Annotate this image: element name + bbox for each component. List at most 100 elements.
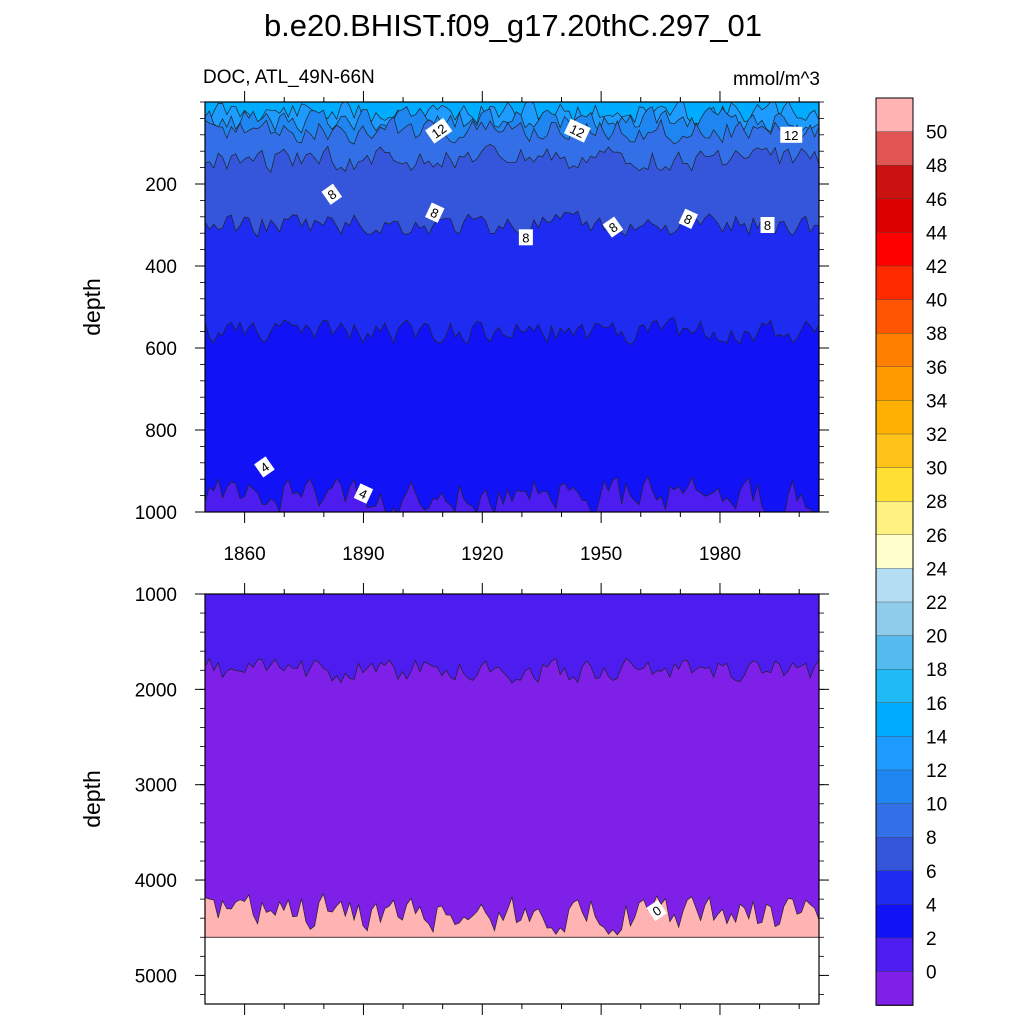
upper-contour-line-12 (205, 116, 819, 145)
colorbar-swatch (875, 400, 914, 435)
colorbar-swatch (875, 433, 914, 469)
colorbar-tick-label: 2 (926, 929, 937, 950)
upper-y-tick-label: 1000 (135, 503, 177, 524)
upper-contour-label-text: 8 (522, 230, 529, 245)
colorbar-tick-label: 12 (926, 761, 947, 782)
colorbar-swatch (875, 601, 914, 637)
colorbar-swatch (875, 198, 914, 234)
colorbar-tick-label: 22 (926, 593, 947, 614)
colorbar-tick-label: 0 (926, 963, 937, 984)
colorbar-swatch (875, 467, 914, 502)
lower-y-tick-label: 2000 (135, 680, 177, 701)
colorbar-swatch (875, 870, 914, 905)
colorbar-swatch (875, 837, 914, 872)
lower-y-tick-label: 3000 (135, 776, 177, 797)
colorbar-swatch (875, 971, 914, 1006)
upper-contour-label: 12 (425, 117, 453, 144)
lower-contour-line-2 (205, 657, 819, 684)
colorbar-tick-label: 26 (926, 526, 947, 547)
upper-x-tick-label: 1920 (461, 544, 503, 565)
colorbar-tick-label: 44 (926, 223, 948, 244)
colorbar-frame (875, 97, 914, 1006)
colorbar-swatch (875, 131, 914, 166)
upper-y-tick-label: 600 (145, 339, 177, 360)
colorbar-swatch (875, 669, 914, 704)
upper-contour-label: 12 (780, 126, 803, 143)
colorbar-swatch (875, 769, 914, 805)
upper-y-tick-label: 400 (145, 257, 177, 278)
colorbar-swatch (875, 702, 914, 737)
colorbar-tick-label: 4 (926, 895, 937, 916)
colorbar-swatch (875, 803, 914, 838)
lower-seafloor-mask (205, 937, 819, 1004)
colorbar-tick-label: 42 (926, 257, 947, 278)
lower-contour-label: 0 (646, 899, 667, 922)
lower-y-tick-label: 1000 (135, 585, 177, 606)
upper-x-tick-label: 1860 (223, 544, 265, 565)
colorbar-tick-label: 38 (926, 324, 947, 345)
upper-y-tick-label: 200 (145, 175, 177, 196)
colorbar-swatch (875, 534, 914, 569)
upper-y-axis-label: depth (79, 278, 105, 336)
upper-panel: 12 12 12 8 8 8 8 8 8 4 4 200 400 600 800 1000 1860 1890 1… (79, 91, 829, 565)
colorbar-tick-label: 8 (926, 828, 937, 849)
upper-contour-label: 8 (602, 216, 624, 238)
colorbar-swatch (875, 97, 914, 133)
upper-y-tick-label: 800 (145, 421, 177, 442)
colorbar-tick-label: 30 (926, 459, 947, 480)
upper-contour-line-8 (205, 210, 819, 238)
colorbar-swatch (875, 333, 914, 368)
colorbar-tick-label: 34 (926, 391, 948, 412)
colorbar-tick-label: 40 (926, 291, 947, 312)
colorbar-swatch (875, 299, 914, 334)
colorbar-tick-label: 32 (926, 425, 947, 446)
colorbar-swatch (875, 904, 914, 939)
colorbar-swatch (875, 736, 914, 771)
colorbar-tick-label: 18 (926, 660, 947, 681)
colorbar-tick-label: 48 (926, 156, 947, 177)
lower-y-tick-label: 4000 (135, 871, 177, 892)
upper-contour-label: 12 (564, 118, 591, 143)
colorbar-swatch (875, 366, 914, 401)
upper-contour-label: 8 (760, 217, 775, 233)
upper-contour-line-6 (205, 317, 819, 346)
colorbar-tick-label: 10 (926, 795, 947, 816)
upper-x-tick-label: 1950 (580, 544, 622, 565)
upper-contour-label: 8 (518, 229, 533, 246)
upper-band-below-4 (205, 476, 819, 512)
upper-contour-label-text: 8 (764, 218, 771, 233)
colorbar-swatch (875, 232, 914, 267)
colorbar-tick-label: 16 (926, 694, 947, 715)
colorbar-tick-label: 36 (926, 358, 947, 379)
colorbar-tick-label: 50 (926, 123, 947, 144)
figure-title: b.e20.BHIST.f09_g17.20thC.297_01 (264, 8, 762, 43)
upper-contour-label: 8 (425, 202, 445, 223)
upper-contour-label-text: 12 (784, 128, 798, 143)
colorbar-tick-label: 6 (926, 862, 937, 883)
colorbar-swatch (875, 164, 914, 200)
colorbar-tick-label: 46 (926, 190, 947, 211)
colorbar-swatch (875, 501, 914, 536)
lower-y-axis-label: depth (79, 770, 105, 828)
upper-contour-line-10 (205, 144, 819, 174)
lower-contour-line-0 (205, 893, 819, 936)
left-subtitle: DOC, ATL_49N-66N (203, 67, 375, 88)
colorbar-tick-label: 24 (926, 559, 948, 580)
colorbar-swatch (875, 937, 914, 973)
upper-contour-label: 8 (321, 183, 343, 205)
upper-contour-label: 8 (678, 208, 699, 230)
colorbar: 5048464442403836343230282624222018161412… (875, 97, 948, 1006)
upper-contour-label-text: 12 (567, 121, 586, 141)
upper-contour-line-4 (205, 475, 819, 512)
upper-contour-label-text: 12 (429, 121, 449, 142)
colorbar-swatch (875, 635, 914, 670)
units-subtitle: mmol/m^3 (733, 69, 820, 90)
upper-contour-label: 4 (254, 456, 275, 478)
upper-contour-line-14 (205, 106, 819, 134)
upper-band-below-6 (205, 317, 819, 512)
lower-panel: 0 1000 2000 3000 4000 5000 depth (79, 583, 829, 1015)
upper-contour-label: 4 (353, 483, 374, 504)
colorbar-swatch (875, 568, 914, 603)
colorbar-swatch (875, 265, 914, 301)
